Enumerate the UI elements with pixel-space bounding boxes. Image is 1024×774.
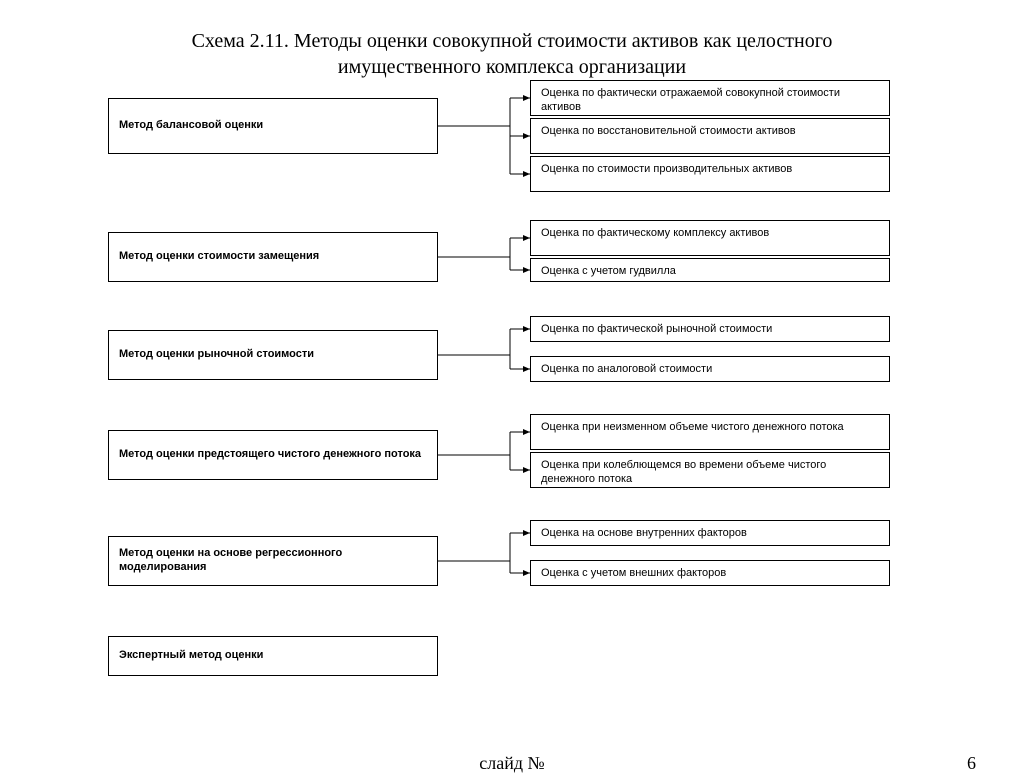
method-label: Метод оценки стоимости замещения	[119, 250, 319, 264]
method-label: Метод оценки предстоящего чистого денежн…	[119, 448, 421, 462]
child-label: Оценка с учетом внешних факторов	[541, 567, 726, 579]
method-box: Метод оценки на основе регрессионного мо…	[108, 536, 438, 586]
child-box: Оценка по фактически отражаемой совокупн…	[530, 80, 890, 116]
method-box: Метод оценки предстоящего чистого денежн…	[108, 430, 438, 480]
child-box: Оценка по фактическому комплексу активов	[530, 220, 890, 256]
child-label: Оценка по фактическому комплексу активов	[541, 227, 769, 239]
method-label: Экспертный метод оценки	[119, 649, 263, 663]
child-label: Оценка при колеблющемся во времени объем…	[541, 459, 826, 485]
child-box: Оценка при неизменном объеме чистого ден…	[530, 414, 890, 450]
child-box: Оценка с учетом внешних факторов	[530, 560, 890, 586]
child-label: Оценка при неизменном объеме чистого ден…	[541, 421, 844, 433]
method-box: Метод оценки рыночной стоимости	[108, 330, 438, 380]
method-box: Метод оценки стоимости замещения	[108, 232, 438, 282]
page-number: 6	[967, 753, 976, 774]
title-line-2: имущественного комплекса организации	[338, 56, 686, 78]
method-box: Экспертный метод оценки	[108, 636, 438, 676]
method-label: Метод балансовой оценки	[119, 119, 263, 133]
child-box: Оценка с учетом гудвилла	[530, 258, 890, 282]
method-label: Метод оценки рыночной стоимости	[119, 348, 314, 362]
method-box: Метод балансовой оценки	[108, 98, 438, 154]
child-box: Оценка по аналоговой стоимости	[530, 356, 890, 382]
child-box: Оценка по стоимости производительных акт…	[530, 156, 890, 192]
child-label: Оценка по аналоговой стоимости	[541, 363, 712, 375]
child-label: Оценка по фактически отражаемой совокупн…	[541, 87, 840, 113]
child-label: Оценка на основе внутренних факторов	[541, 527, 747, 539]
child-label: Оценка с учетом гудвилла	[541, 265, 676, 277]
slide-label: слайд №	[479, 753, 544, 774]
child-label: Оценка по восстановительной стоимости ак…	[541, 125, 796, 137]
child-box: Оценка по восстановительной стоимости ак…	[530, 118, 890, 154]
child-label: Оценка по фактической рыночной стоимости	[541, 323, 772, 335]
child-box: Оценка на основе внутренних факторов	[530, 520, 890, 546]
diagram-area: Метод балансовой оценки Оценка по фактиче…	[0, 80, 1024, 720]
child-label: Оценка по стоимости производительных акт…	[541, 163, 792, 175]
diagram-title: Схема 2.11. Методы оценки совокупной сто…	[0, 0, 1024, 80]
child-box: Оценка по фактической рыночной стоимости	[530, 316, 890, 342]
method-label: Метод оценки на основе регрессионного мо…	[119, 547, 427, 575]
child-box: Оценка при колеблющемся во времени объем…	[530, 452, 890, 488]
title-line-1: Схема 2.11. Методы оценки совокупной сто…	[192, 30, 833, 52]
